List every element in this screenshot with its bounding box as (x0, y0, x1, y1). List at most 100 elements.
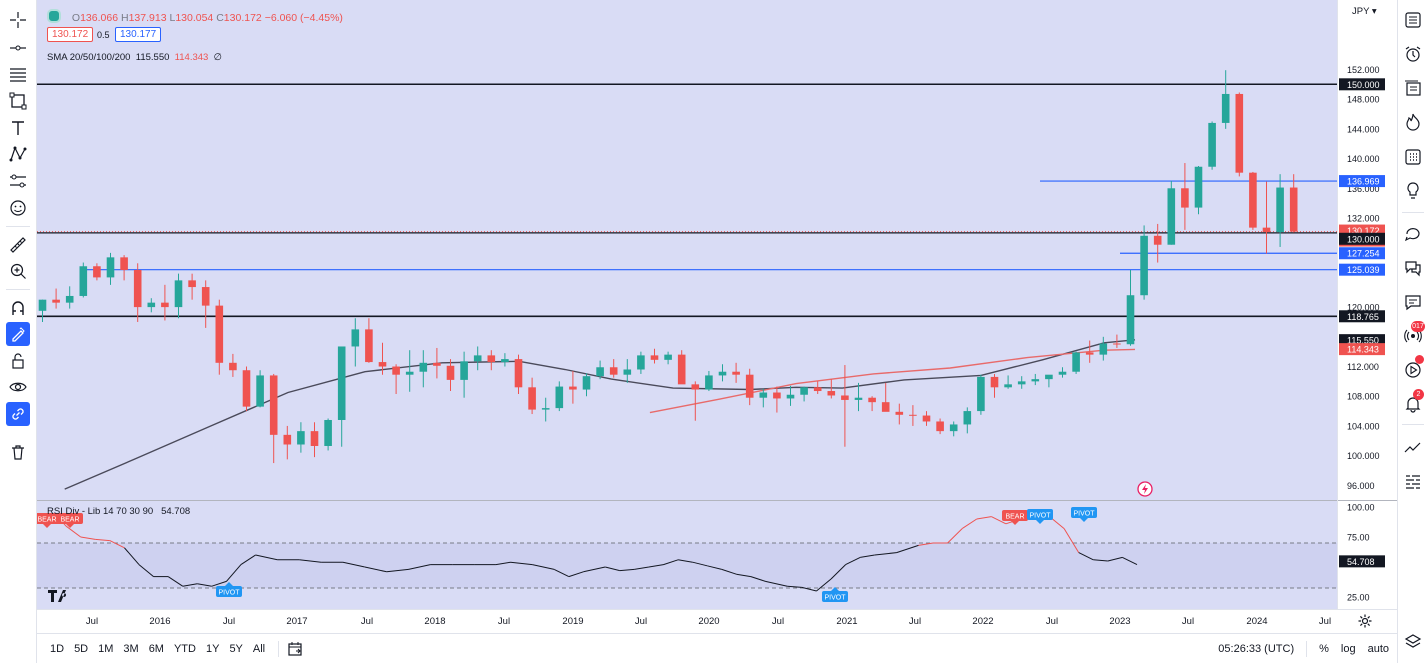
currency-label: JPY (1352, 6, 1370, 17)
emoji-icon[interactable] (6, 196, 30, 220)
symbol-status-dot[interactable] (47, 9, 61, 23)
trash-icon[interactable] (6, 440, 30, 464)
candle (528, 377, 536, 415)
candle (242, 366, 251, 412)
rsi-legend[interactable]: RSI Div - Lib 14 70 30 90 54.708 (47, 506, 190, 517)
sma-legend[interactable]: SMA 20/50/100/200 115.550 114.343 ∅ (47, 52, 222, 63)
timeframe-button[interactable]: 5D (74, 643, 89, 655)
trend-line-icon[interactable] (6, 36, 30, 60)
lock-icon[interactable] (6, 349, 30, 373)
calendar-icon[interactable] (1401, 145, 1425, 169)
stay-in-drawing-mode-icon[interactable] (6, 322, 30, 346)
zoom-in-icon[interactable] (6, 259, 30, 283)
rsi-value: 54.708 (161, 506, 191, 517)
log-toggle[interactable]: log (1340, 643, 1356, 655)
candle (310, 422, 319, 458)
rectangle-icon[interactable] (6, 89, 30, 113)
pattern-icon[interactable] (6, 142, 30, 166)
timeframe-button[interactable]: 3M (123, 643, 139, 655)
comments-icon[interactable] (1401, 290, 1425, 314)
time-axis-label: Jul (1046, 616, 1058, 627)
buy-button[interactable]: 130.177 (115, 27, 162, 42)
time-axis-label: 2024 (1246, 616, 1267, 627)
eye-icon[interactable] (6, 375, 30, 399)
candle (161, 284, 169, 321)
candle-body (256, 375, 264, 407)
chats-icon[interactable] (1401, 222, 1425, 246)
link-icon[interactable] (6, 402, 30, 426)
text-icon[interactable] (6, 116, 30, 140)
price-label-127-box (1339, 247, 1385, 260)
candle-body (990, 376, 999, 388)
price-label-136-box (1339, 175, 1385, 188)
candle-body (895, 411, 904, 415)
candle-body (378, 362, 387, 367)
sma-value-2: 114.343 (174, 52, 209, 63)
settings-gear-icon[interactable] (1358, 614, 1372, 628)
time-axis-label: 2016 (149, 616, 170, 627)
date-range-calendar-icon[interactable] (287, 641, 303, 657)
time-axis-label: Jul (361, 616, 373, 627)
tradingview-logo-icon[interactable] (47, 588, 71, 604)
streams-icon[interactable] (1401, 324, 1425, 348)
candle-body (1221, 93, 1230, 123)
candle-body (1276, 187, 1284, 233)
rsi-line-segment (240, 554, 256, 566)
timeframe-button[interactable]: 6M (148, 643, 164, 655)
candle-body (1072, 352, 1080, 372)
forecast-icon[interactable] (6, 169, 30, 193)
fib-icon[interactable] (6, 62, 30, 86)
timeframe-button[interactable]: YTD (173, 643, 196, 655)
candle (52, 288, 60, 309)
timeframe-button[interactable]: All (252, 643, 266, 655)
market-scanner-icon[interactable] (1401, 436, 1425, 460)
ruler-icon[interactable] (6, 233, 30, 257)
candle (596, 360, 604, 380)
timeframe-button[interactable]: 1D (50, 643, 65, 655)
candle (1249, 171, 1257, 230)
candle (1167, 180, 1176, 245)
candle-body (38, 299, 47, 311)
timeframe-button[interactable]: 1Y (205, 643, 220, 655)
lightning-icon[interactable] (1137, 481, 1153, 497)
alarm-clock-icon[interactable] (1401, 42, 1425, 66)
sma-value-1: 115.550 (135, 52, 170, 63)
messages-icon[interactable] (1401, 256, 1425, 280)
candle (1181, 163, 1189, 230)
rsi-line-segment (801, 586, 817, 592)
dom-icon[interactable] (1401, 470, 1425, 494)
pivot-marker-1-arrow (1036, 520, 1044, 524)
price-label-136: 136.969 (1339, 175, 1385, 188)
candle (677, 350, 686, 385)
candle (514, 354, 523, 394)
timeframe-button[interactable]: 1M (98, 643, 114, 655)
watchlist-icon[interactable] (1401, 8, 1425, 32)
candle-body (1167, 188, 1176, 245)
rsi-line-segment (619, 568, 635, 572)
sell-button[interactable]: 130.172 (47, 27, 94, 42)
layers-icon[interactable] (1401, 630, 1425, 654)
currency-dropdown[interactable]: JPY ▾ (1352, 6, 1377, 17)
bear-marker-2: BEAR (57, 513, 83, 528)
chart-canvas[interactable]: BEAR BEAR BEAR PIVOT PIVOT PIVOT PIVOT 152.000… (37, 0, 1397, 632)
crosshair-icon[interactable] (6, 8, 30, 32)
timeframe-button[interactable]: 5Y (229, 643, 243, 655)
percent-toggle[interactable]: % (1319, 643, 1329, 655)
magnet-icon[interactable] (6, 296, 30, 320)
utc-clock[interactable]: 05:26:33 (UTC) (1218, 643, 1295, 655)
ideas-lightbulb-icon[interactable] (1401, 179, 1425, 203)
candle-body (949, 424, 958, 432)
candle-body (106, 257, 115, 278)
rsi-line-segment (605, 566, 620, 572)
hotlists-icon[interactable] (1401, 110, 1425, 134)
candle-body (664, 354, 672, 360)
candle (1194, 166, 1203, 215)
data-window-icon[interactable] (1401, 76, 1425, 100)
candle-body (147, 302, 156, 308)
auto-toggle[interactable]: auto (1367, 643, 1389, 655)
play-stream-icon[interactable] (1401, 358, 1425, 382)
rsi-line-segment (568, 571, 584, 578)
candle (419, 350, 428, 388)
time-axis-label: 2022 (972, 616, 993, 627)
chart-area[interactable]: BEAR BEAR BEAR PIVOT PIVOT PIVOT PIVOT 152.000… (37, 0, 1397, 632)
